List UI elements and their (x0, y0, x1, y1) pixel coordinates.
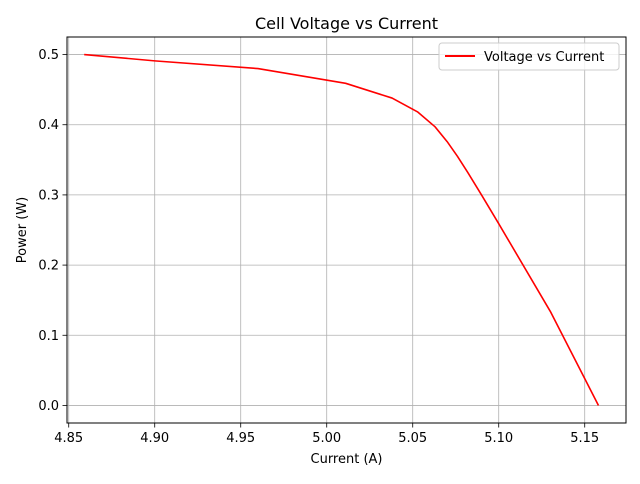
y-tick-label: 0.0 (38, 399, 59, 414)
y-tick-label: 0.4 (38, 118, 59, 133)
series-line (84, 53, 600, 406)
legend-box (438, 42, 620, 71)
legend: Voltage vs Current (438, 42, 620, 71)
x-tick-label: 5.15 (570, 431, 599, 446)
chart-title: Cell Voltage vs Current (255, 14, 438, 33)
axes-frame (66, 36, 627, 424)
x-tick-label: 5.00 (312, 431, 341, 446)
y-tick-label: 0.3 (38, 188, 59, 203)
x-axis-label: Current (A) (311, 452, 383, 467)
y-tick-label: 0.5 (38, 48, 59, 63)
y-tick-label: 0.2 (38, 259, 59, 274)
x-tick-label: 4.90 (140, 431, 169, 446)
y-axis-label: Power (W) (15, 197, 30, 263)
legend-label: Voltage vs Current (484, 50, 604, 65)
grid-layer (67, 37, 626, 423)
series-layer (84, 53, 600, 406)
x-tick-label: 5.05 (398, 431, 427, 446)
x-tick-label: 4.85 (54, 431, 83, 446)
x-tick-label: 4.95 (226, 431, 255, 446)
x-tick-label: 5.10 (484, 431, 513, 446)
y-tick-label: 0.1 (38, 329, 59, 344)
ticks-layer: 4.85 4.90 4.95 5.00 5.05 5.10 5.15 0.0 0.1 0.2 0.3… (38, 48, 599, 446)
